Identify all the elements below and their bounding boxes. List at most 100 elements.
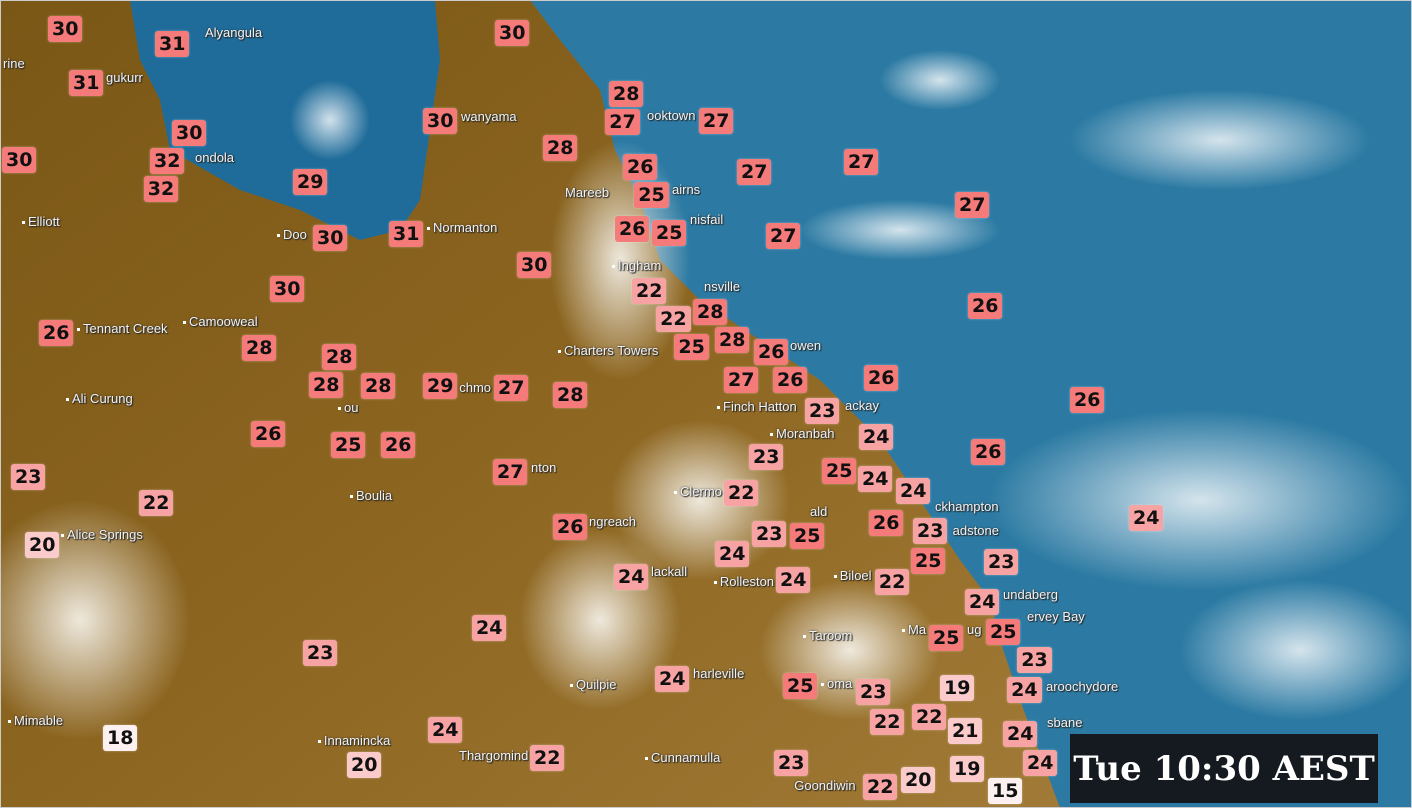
temperature-marker[interactable]: 32 [150, 148, 185, 174]
temperature-marker[interactable]: 27 [724, 367, 759, 393]
temperature-marker[interactable]: 24 [965, 589, 1000, 615]
temperature-marker[interactable]: 22 [863, 774, 898, 800]
temperature-marker[interactable]: 20 [25, 532, 60, 558]
temperature-marker[interactable]: 24 [896, 478, 931, 504]
temperature-marker[interactable]: 30 [48, 16, 83, 42]
temperature-marker[interactable]: 26 [968, 293, 1003, 319]
temperature-marker[interactable]: 22 [530, 745, 565, 771]
temperature-marker[interactable]: 30 [2, 147, 37, 173]
temperature-marker[interactable]: 31 [155, 31, 190, 57]
temperature-marker[interactable]: 30 [172, 120, 207, 146]
temperature-marker[interactable]: 19 [940, 675, 975, 701]
temperature-marker[interactable]: 24 [1007, 677, 1042, 704]
temperature-marker[interactable]: 30 [423, 108, 458, 134]
temperature-marker[interactable]: 23 [856, 679, 891, 705]
temperature-marker[interactable]: 28 [609, 81, 644, 107]
temperature-marker[interactable]: 22 [912, 704, 947, 730]
temperature-marker[interactable]: 23 [984, 549, 1019, 575]
temperature-marker[interactable]: 32 [143, 176, 179, 203]
temperature-marker[interactable]: 22 [874, 569, 910, 596]
temperature-marker[interactable]: 29 [293, 169, 328, 195]
temperature-marker[interactable]: 31 [69, 70, 104, 96]
temperature-marker[interactable]: 18 [103, 725, 138, 751]
temperature-marker[interactable]: 27 [699, 108, 734, 134]
temperature-marker[interactable]: 26 [381, 432, 416, 458]
temperature-marker[interactable]: 27 [844, 149, 879, 175]
temperature-marker[interactable]: 25 [331, 432, 366, 458]
temperature-marker[interactable]: 15 [988, 778, 1023, 804]
temperature-marker[interactable]: 24 [1003, 721, 1038, 747]
temperature-marker[interactable]: 26 [39, 320, 74, 346]
temperature-marker[interactable]: 24 [655, 666, 690, 692]
temperature-marker[interactable]: 28 [715, 327, 750, 353]
temperature-marker[interactable]: 24 [472, 615, 507, 641]
place-label: Moranbah [770, 426, 835, 442]
temperature-marker[interactable]: 25 [929, 625, 964, 651]
temperature-marker[interactable]: 22 [870, 709, 905, 735]
temperature-marker[interactable]: 22 [139, 490, 174, 516]
temperature-marker[interactable]: 28 [242, 335, 277, 361]
temperature-marker[interactable]: 25 [986, 619, 1021, 645]
temperature-marker[interactable]: 20 [901, 767, 936, 793]
temperature-marker[interactable]: 26 [773, 367, 808, 393]
temperature-marker[interactable]: 22 [632, 278, 667, 304]
temperature-marker[interactable]: 28 [543, 135, 578, 161]
temperature-marker[interactable]: 23 [752, 521, 787, 547]
temperature-marker[interactable]: 25 [790, 523, 825, 549]
temperature-marker[interactable]: 27 [605, 109, 640, 136]
temperature-marker[interactable]: 31 [389, 221, 424, 247]
temperature-marker[interactable]: 29 [423, 373, 458, 399]
temperature-marker[interactable]: 26 [754, 339, 789, 365]
temperature-marker[interactable]: 24 [858, 466, 893, 492]
timestamp: Tue 10:30 AEST [1070, 734, 1378, 803]
temperature-marker[interactable]: 30 [313, 225, 348, 251]
temperature-marker[interactable]: 26 [251, 421, 286, 447]
temperature-marker[interactable]: 24 [776, 567, 811, 593]
temperature-marker[interactable]: 24 [428, 717, 463, 743]
temperature-marker[interactable]: 24 [1023, 750, 1058, 776]
temperature-marker[interactable]: 25 [674, 334, 709, 361]
temperature-marker[interactable]: 30 [517, 252, 552, 278]
temperature-marker[interactable]: 24 [715, 541, 750, 567]
temperature-marker[interactable]: 30 [495, 20, 530, 46]
temperature-marker[interactable]: 24 [1129, 505, 1164, 531]
temperature-marker[interactable]: 26 [553, 514, 588, 540]
temperature-marker[interactable]: 26 [869, 510, 904, 536]
temperature-marker[interactable]: 30 [270, 276, 305, 302]
temperature-marker[interactable]: 22 [656, 306, 691, 333]
temperature-marker[interactable]: 25 [822, 458, 857, 484]
temperature-marker[interactable]: 27 [955, 192, 990, 218]
temperature-marker[interactable]: 23 [11, 464, 46, 490]
temperature-marker[interactable]: 20 [347, 752, 382, 778]
temperature-marker[interactable]: 27 [493, 459, 528, 485]
temperature-marker[interactable]: 27 [766, 223, 801, 249]
temperature-marker[interactable]: 23 [1017, 647, 1052, 674]
temperature-marker[interactable]: 23 [774, 750, 809, 776]
temperature-marker[interactable]: 28 [693, 299, 728, 325]
temperature-marker[interactable]: 23 [805, 398, 840, 424]
temperature-marker[interactable]: 25 [911, 548, 946, 574]
temperature-marker[interactable]: 26 [615, 216, 650, 242]
temperature-marker[interactable]: 28 [309, 372, 344, 398]
temperature-marker[interactable]: 28 [322, 344, 357, 370]
temperature-marker[interactable]: 27 [494, 375, 529, 401]
temperature-marker[interactable]: 28 [361, 373, 396, 399]
temperature-marker[interactable]: 23 [303, 640, 338, 666]
temperature-marker[interactable]: 26 [623, 154, 658, 180]
temperature-marker[interactable]: 26 [971, 439, 1006, 465]
temperature-marker[interactable]: 26 [864, 365, 899, 391]
temperature-marker[interactable]: 25 [652, 220, 687, 246]
temperature-marker[interactable]: 24 [859, 424, 894, 450]
temperature-marker[interactable]: 25 [634, 182, 669, 209]
temperature-marker[interactable]: 21 [948, 718, 983, 744]
temperature-marker[interactable]: 22 [724, 480, 759, 506]
temperature-marker[interactable]: 23 [913, 518, 948, 544]
temperature-marker[interactable]: 26 [1070, 387, 1105, 413]
temperature-marker[interactable]: 24 [614, 564, 649, 590]
temperature-marker[interactable]: 19 [950, 756, 985, 782]
temperature-marker[interactable]: 25 [783, 673, 818, 699]
temperature-marker[interactable]: 23 [749, 444, 784, 470]
temperature-marker[interactable]: 28 [553, 382, 588, 408]
temperature-marker[interactable]: 27 [737, 159, 772, 185]
